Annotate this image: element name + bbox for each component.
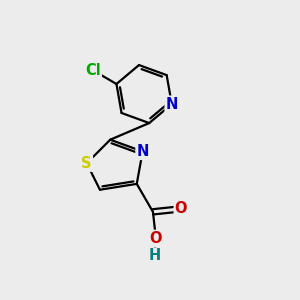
Text: N: N xyxy=(136,144,149,159)
Text: N: N xyxy=(166,97,178,112)
Text: Cl: Cl xyxy=(85,63,101,78)
Text: S: S xyxy=(81,156,92,171)
Text: O: O xyxy=(150,231,162,246)
Text: H: H xyxy=(148,248,160,263)
Text: O: O xyxy=(175,201,187,216)
